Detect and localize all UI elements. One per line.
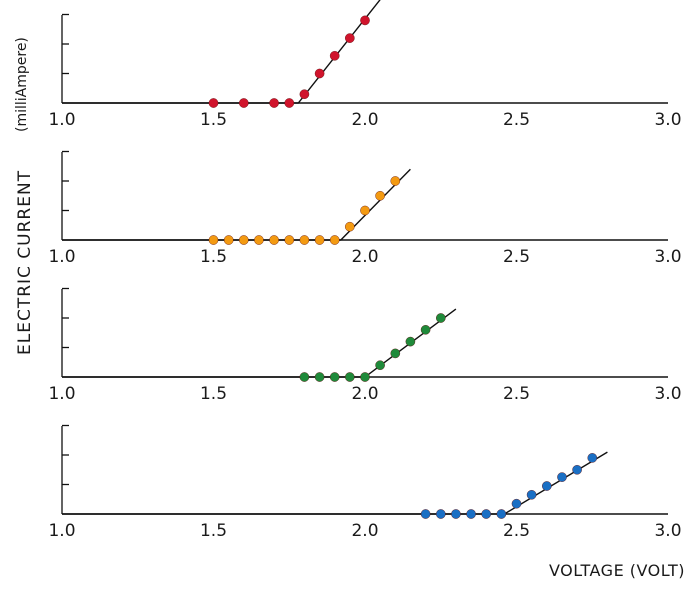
panel-3: 1.0 1.5 2.0 2.5 3.0 [48,287,682,404]
x-tick-label: 1.5 [200,110,227,130]
data-point [284,235,295,245]
fit-line [62,451,608,515]
data-point [587,453,598,463]
x-tick-label: 1.5 [200,521,227,541]
data-point [360,15,370,26]
data-point [405,336,416,347]
fit-line [62,308,457,378]
data-point [299,235,310,245]
x-tick-label: 2.0 [351,110,378,130]
data-point [360,372,370,382]
x-tick-label: 2.5 [503,384,530,404]
x-tick-label: 1.5 [200,247,227,267]
x-tick-label: 1.5 [200,384,227,404]
data-point [208,98,219,108]
data-point [269,98,279,108]
x-tick-label: 2.5 [503,247,530,267]
data-point [390,176,401,186]
data-point [526,489,537,500]
data-point [420,324,431,335]
x-tick-label: 3.0 [654,110,681,130]
x-tick-label: 2.0 [351,521,378,541]
x-tick-label: 3.0 [654,384,681,404]
x-tick-label: 1.0 [48,247,75,267]
data-point [542,481,552,491]
data-point [496,509,507,519]
data-point [314,235,325,245]
x-tick-label: 1.0 [48,384,75,404]
data-point [572,464,582,475]
x-tick-label: 1.0 [48,521,75,541]
panel-1: 1.0 1.5 2.0 2.5 3.0 [48,0,682,130]
x-tick-label: 1.0 [48,110,75,130]
x-axis-label: VOLTAGE (VOLT) [549,561,685,580]
x-tick-label: 2.5 [503,521,530,541]
fit-line [62,0,381,104]
data-point [557,472,567,482]
data-point [208,235,219,245]
data-point [435,313,446,323]
y-axis-unit-label: (milliAmpere) [14,37,30,132]
data-point [420,509,431,519]
data-point [223,235,234,245]
data-point [375,360,385,371]
data-point [329,51,340,61]
y-axis-label: ELECTRIC CURRENT [15,170,35,355]
data-point [314,68,325,79]
data-point [390,348,401,359]
x-tick-label: 3.0 [654,521,681,541]
data-point [269,235,279,245]
data-point [466,509,476,519]
data-point [314,372,325,382]
x-tick-label: 3.0 [654,247,681,267]
x-tick-label: 2.5 [503,110,530,130]
data-point [284,98,295,108]
data-point [238,98,249,108]
data-point [299,89,310,99]
data-point [435,509,446,519]
data-point [329,235,340,245]
data-point [511,498,522,509]
x-tick-label: 2.0 [351,247,378,267]
panel-2: 1.0 1.5 2.0 2.5 3.0 [48,150,682,267]
data-point [360,205,370,216]
data-point [238,235,249,245]
data-point [344,372,355,382]
data-point [344,221,355,232]
fit-line [62,168,411,241]
data-point [299,372,310,382]
panel-4: 1.0 1.5 2.0 2.5 3.0 [48,424,682,541]
data-point [481,509,492,519]
data-point [451,509,461,519]
data-point [344,33,355,43]
x-tick-label: 2.0 [351,384,378,404]
data-point [375,190,385,201]
data-point [329,372,340,382]
data-point [254,235,264,245]
